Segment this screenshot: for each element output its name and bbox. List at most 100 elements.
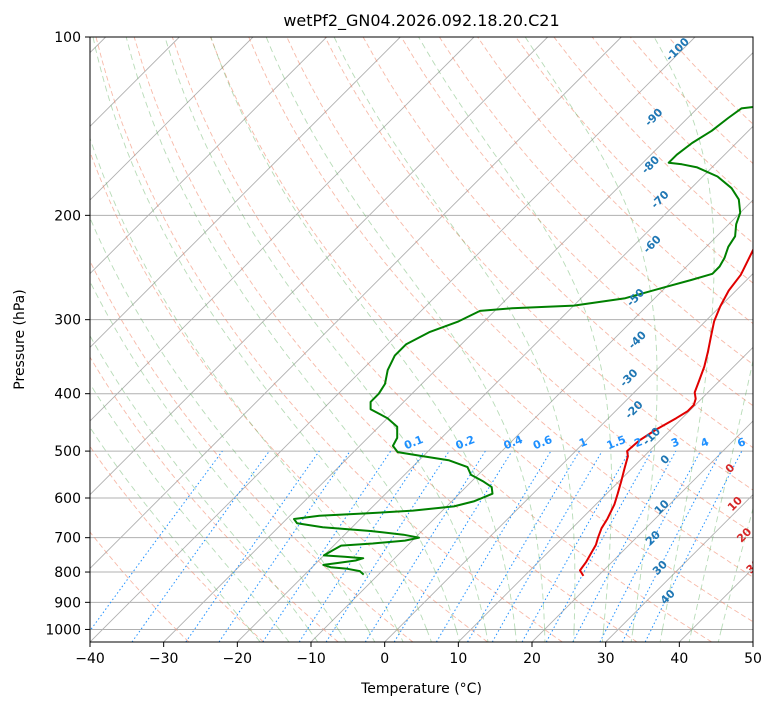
moist-adiabat [691,358,753,630]
moist-adiabat [90,426,251,630]
y-tick-label: 200 [54,208,81,224]
mixing-ratio-label: 2 [632,435,644,450]
dry-adiabat [400,37,753,407]
isotherm-line [90,37,548,496]
x-tick-label: 30 [597,651,615,667]
isotherm-line [90,37,327,275]
isotherm-line [90,37,696,642]
moist-adiabat [210,37,516,630]
y-tick-label: 900 [54,595,81,611]
y-tick-label: 100 [54,30,81,46]
mixing-ratio-line [467,450,580,642]
dry-adiabat [248,37,753,578]
y-axis-label: Pressure (hPa) [12,289,28,389]
isotherm-line [90,37,475,422]
dry-adiabat [210,37,753,623]
isotherm-line [531,420,753,642]
moist-adiabat [90,280,339,630]
isotherm-line [90,37,401,348]
moist-adiabat [485,629,489,642]
dry-adiabat [324,37,753,491]
moist-adiabat [688,629,693,642]
mixing-ratio-label: 3 [669,435,681,450]
moist-adiabat [426,629,432,642]
mixing-ratio-line [599,450,701,642]
moist-adiabat [125,37,457,630]
mixing-ratio-line [491,450,603,642]
y-tick-label: 600 [54,491,81,507]
x-tick-label: 20 [523,651,541,667]
x-tick-label: 50 [744,651,762,667]
x-tick-label: 0 [380,651,389,667]
moist-adiabat [367,629,376,642]
x-tick-label: −20 [223,651,253,667]
x-tick-label: −40 [75,651,105,667]
line-labels: -100-90-80-70-60-50-40-30-20-10010203040… [402,37,764,607]
isotherm-line [163,52,753,642]
y-tick-label: 1000 [45,622,81,638]
y-tick-label: 300 [54,313,81,329]
x-tick-label: 40 [670,651,688,667]
moist-adiabat [90,383,280,630]
dry-adiabat [90,356,339,642]
moist-adiabat [249,629,261,642]
mixing-ratio-line [572,450,677,642]
x-tick-label: 10 [449,651,467,667]
moist-adiabat [630,629,634,642]
moist-adiabat [265,37,546,630]
x-tick-label: −10 [296,651,326,667]
mixing-ratio-label: 1 [577,435,589,450]
moist-adiabat [90,216,369,630]
moist-adiabat-label: 30 [744,556,764,576]
moist-adiabat [524,37,658,630]
chart-title: wetPf2_GN04.2026.092.18.20.C21 [283,11,559,31]
moist-adiabat [396,629,404,642]
mixing-ratio-line [325,450,450,642]
dry-adiabat [90,531,190,642]
moist-adiabat [601,629,604,642]
moist-adiabat [455,629,461,642]
profile-series [293,106,753,577]
pressure-gridlines [90,36,753,630]
isotherm-line [384,273,753,642]
dry-adiabat [90,150,488,642]
x-axis-label: Temperature (°C) [360,681,482,697]
moist-adiabat [308,629,319,642]
mixing-ratio-line [131,450,270,642]
mixing-ratio-line [90,450,223,632]
axis-ticks: −40 −30 −20 −10 0 10 20 30 40 50 100 200 300 400 500 60… [45,30,762,667]
profile-line-1 [293,106,753,576]
plot-frame [89,36,754,643]
moist-adiabat [92,37,428,630]
moist-adiabat [90,334,310,630]
mixing-ratio-line [298,450,425,642]
background-lines [90,37,753,642]
y-tick-label: 400 [54,387,81,403]
y-tick-label: 700 [54,531,81,547]
dry-adiabat [171,37,712,642]
mixing-ratio-line [435,450,552,642]
moist-adiabat [337,629,347,642]
isotherm-line [458,346,753,642]
moist-adiabat [279,629,290,642]
moist-adiabat [333,37,576,630]
y-tick-label: 800 [54,565,81,581]
mixing-ratio-line [185,450,320,642]
moist-adiabat [720,506,753,630]
isotherm-line [237,125,753,642]
moist-adiabat [717,629,722,642]
mixing-ratio-line [644,450,743,642]
isotherm-line [605,494,753,642]
dry-adiabat [439,37,753,365]
dry-adiabat [95,37,563,642]
mixing-ratio-line [262,450,392,642]
profile-line-0 [579,247,753,577]
dry-adiabat [133,37,638,642]
mixing-ratio-line [218,450,351,642]
moist-adiabat [418,37,613,630]
x-tick-label: −30 [149,651,179,667]
dry-adiabat [90,259,414,642]
moist-adiabat [659,629,663,642]
moist-adiabat-label: 20 [734,525,754,545]
